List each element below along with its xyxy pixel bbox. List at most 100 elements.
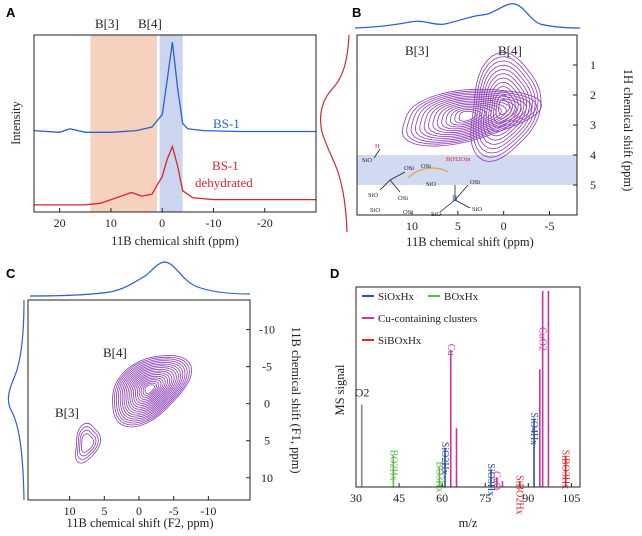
panel-c-x-tick-label: -10: [200, 504, 216, 518]
bs1-spectrum-line: [33, 42, 316, 133]
panel-a-x-tick-label: 20: [54, 216, 66, 230]
bs1-dehydrated-spectrum-line: [34, 144, 316, 206]
inset-osi-2: OSi: [398, 195, 408, 202]
panel-b-contour-line: [493, 90, 516, 124]
inset-boron-water: B(H2O)n: [446, 156, 471, 163]
peak-label: SiBO2Hx: [514, 475, 525, 514]
panel-a-x-ticks: 20 10 0 -10 -20: [54, 208, 273, 230]
legend-label: Cu-containing clusters: [378, 313, 477, 325]
panel-b-x-tick-label: -5: [545, 219, 555, 233]
peak-label: SiO2Hx: [439, 442, 450, 475]
panel-b-x-tick-label: 0: [501, 219, 507, 233]
panel-c-x-tick-label: 0: [136, 504, 142, 518]
panel-b-y-tick-label: 4: [590, 148, 596, 162]
panel-d-x-tick-label: 105: [562, 491, 580, 505]
panel-d: SiOxHx BOxHx Cu-containing clusters SiBOxHx…: [333, 286, 581, 530]
peak-label: O2: [355, 386, 370, 400]
panel-b-y-tick-label: 3: [590, 118, 596, 132]
panel-c-x-label: 11B chemical shift (F2, ppm): [66, 516, 213, 530]
panel-d-x-tick-label: 30: [350, 491, 362, 505]
legend-label: SiOxHx: [378, 291, 415, 303]
panel-c-y-tick-label: -10: [259, 323, 275, 337]
b4-region-label: B[4]: [138, 16, 162, 31]
panel-b-contour-line: [495, 94, 513, 120]
panel-d-x-tick-label: 75: [479, 491, 491, 505]
panel-c-frame: [27, 299, 251, 501]
inset-osi-1: OSi: [404, 165, 414, 172]
panel-c-y-tick-label: 0: [264, 397, 270, 411]
inset-sio-4: SiO: [426, 181, 436, 188]
panel-a-x-tick-label: -20: [257, 216, 273, 230]
panel-c-contour-line: [137, 377, 164, 402]
panel-c-contour-line: [112, 354, 193, 428]
panel-c: 10 5 0 -5 -10 -10 -5 0 5 10 B[4] B[3] 11B chemic…: [7, 261, 303, 530]
panel-c-contour-line: [135, 375, 166, 404]
b3-highlight: [90, 35, 158, 212]
bs1-dehydrated-label-line2: dehydrated: [195, 175, 253, 190]
b4-region-label-c: B[4]: [103, 345, 127, 360]
panel-b-contour-line: [487, 81, 522, 133]
panel-b-contour-line: [498, 98, 510, 115]
panel-label-b: B: [352, 5, 361, 20]
panel-b-y-tick-label: 2: [590, 88, 596, 102]
panel-b-contour-line: [414, 94, 527, 141]
b3-region-label: B[3]: [95, 16, 119, 31]
panel-c-contour-line: [129, 370, 173, 410]
panel-b-contour-line: [410, 92, 533, 143]
inset-osi-4: OSi: [470, 179, 480, 186]
panel-d-peaks: [360, 291, 567, 487]
peak-label: BO3Hx: [433, 461, 444, 492]
panel-b-left-projection: [320, 34, 350, 233]
inset-sio-2: SiO: [368, 192, 378, 199]
panel-b-contour-line: [482, 73, 528, 141]
panel-c-y-label: 11B chemical shift (F1, ppm): [289, 326, 303, 473]
panel-c-contour-line: [75, 422, 101, 464]
panel-d-legend: SiOxHx BOxHx Cu-containing clusters SiBOxHx: [362, 291, 479, 347]
panel-c-contour-line: [115, 358, 188, 424]
panel-c-contour-line: [113, 356, 190, 426]
panel-c-x-tick-label: 10: [64, 504, 76, 518]
panel-d-x-ticks: 30 45 60 75 90 105: [350, 483, 580, 505]
panel-c-x-tick-label: 5: [101, 504, 107, 518]
panel-a-y-label: Intensity: [9, 100, 23, 144]
panel-c-x-ticks: 10 5 0 -5 -10: [64, 496, 216, 518]
panel-b-y-ticks: 1 2 3 4 5: [573, 58, 596, 192]
b4-region-label-b: B[4]: [498, 43, 522, 58]
peak-label: SiO4Hx: [528, 412, 539, 445]
panel-label-a: A: [6, 5, 16, 20]
panel-b-frame: [356, 34, 578, 216]
legend-label: BOxHx: [444, 291, 479, 303]
panel-b-contour-line: [472, 56, 539, 158]
panel-b: H SiO OSi SiO OSi B(H2O)n OSi SiO B OSi …: [320, 3, 635, 249]
panel-d-frame: [355, 286, 581, 488]
legend-label: SiBOxHx: [378, 335, 422, 347]
inset-boron: B: [452, 194, 457, 203]
panel-d-x-tick-label: 60: [436, 491, 448, 505]
b3-region-label-c: B[3]: [55, 405, 79, 420]
panel-c-contour-line: [121, 363, 182, 418]
panel-b-contour-line: [470, 51, 542, 163]
panel-c-contour-line: [140, 381, 160, 398]
panel-c-contour-line: [119, 361, 184, 420]
panel-b-x-ticks: 10 5 0 -5: [406, 211, 555, 233]
panel-b-contour-line: [477, 64, 533, 150]
panel-c-x-tick-label: -5: [169, 504, 179, 518]
panel-c-contour-line: [131, 372, 171, 408]
panel-c-contour-line: [123, 365, 180, 416]
panel-c-contour-line: [144, 384, 155, 394]
panel-a-x-label: 11B chemical shift (ppm): [111, 234, 239, 248]
panel-c-left-projection: [7, 299, 25, 501]
panel-d-x-tick-label: 90: [522, 491, 534, 505]
peak-label: SiO3Hx: [485, 463, 496, 496]
panel-c-y-tick-label: 5: [264, 434, 270, 448]
panel-c-contour-line: [117, 360, 186, 422]
panel-b-x-tick-label: 5: [455, 219, 461, 233]
b4-highlight: [159, 35, 183, 212]
panel-b-contour-line: [485, 77, 525, 137]
panel-c-contours: [75, 354, 193, 464]
panel-a-x-tick-label: -10: [205, 216, 221, 230]
panel-label-d: D: [330, 266, 339, 281]
bs1-dehydrated-label-line1: BS-1: [212, 158, 239, 173]
